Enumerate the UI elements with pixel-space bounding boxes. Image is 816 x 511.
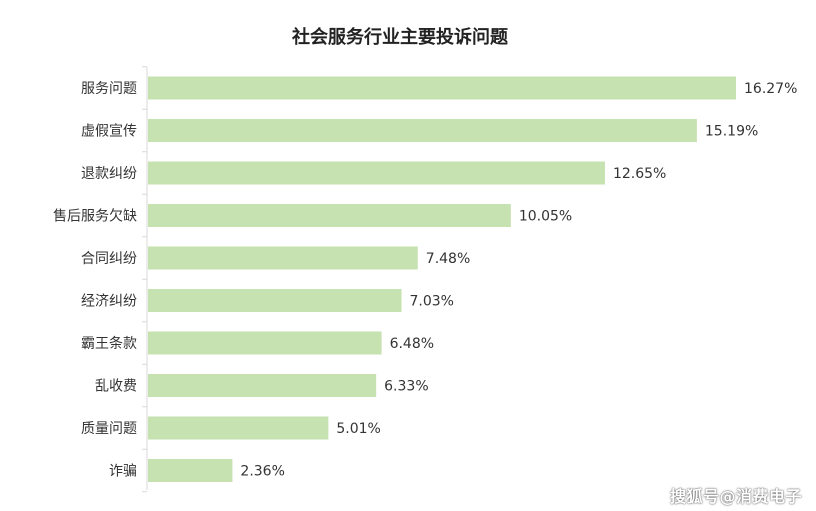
data-label: 15.19% — [705, 124, 758, 140]
category-label: 售后服务欠缺 — [53, 209, 137, 225]
bar-10 — [148, 459, 233, 482]
data-label: 6.33% — [384, 379, 428, 395]
category-label: 合同纠纷 — [81, 251, 137, 267]
category-label: 乱收费 — [95, 379, 137, 395]
bar-4 — [148, 204, 511, 227]
data-labels-group: 16.27% 15.19% 12.65% 10.05% 7.48% 7.03% 6.48% 6… — [240, 81, 797, 480]
category-label: 虚假宣传 — [81, 124, 137, 140]
bar-6 — [148, 289, 402, 312]
bar-2 — [148, 119, 697, 142]
bar-8 — [148, 374, 377, 397]
data-label: 7.03% — [409, 294, 453, 310]
category-label: 霸王条款 — [81, 335, 137, 352]
bar-9 — [148, 416, 329, 440]
data-label: 5.01% — [336, 421, 380, 437]
bars-group — [148, 76, 736, 482]
category-label: 质量问题 — [81, 421, 137, 437]
bar-3 — [148, 161, 605, 185]
category-label: 服务问题 — [81, 81, 137, 97]
data-label: 10.05% — [519, 209, 572, 225]
bar-5 — [148, 246, 418, 270]
y-axis-ticks — [142, 66, 147, 493]
bar-1 — [148, 76, 736, 100]
category-label: 诈骗 — [109, 464, 137, 480]
category-label: 经济纠纷 — [81, 294, 137, 310]
data-label: 2.36% — [240, 464, 284, 480]
category-label: 退款纠纷 — [81, 166, 137, 182]
data-label: 7.48% — [426, 251, 470, 267]
bar-7 — [148, 331, 382, 355]
data-label: 16.27% — [744, 81, 797, 97]
watermark-text: 搜狐号@消费电子 — [669, 487, 802, 506]
data-label: 6.48% — [390, 336, 434, 352]
data-label: 12.65% — [613, 166, 666, 182]
chart-title: 社会服务行业主要投诉问题 — [292, 26, 509, 48]
